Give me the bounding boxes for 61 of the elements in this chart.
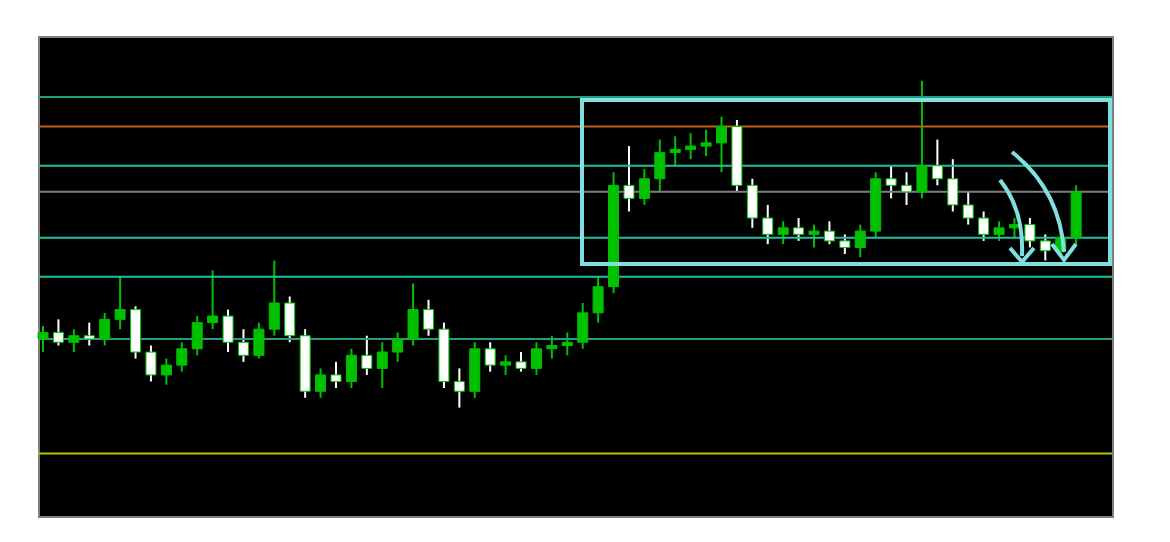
candlestick bbox=[931, 138, 943, 187]
candlestick bbox=[623, 145, 635, 213]
candlestick bbox=[392, 331, 404, 363]
candlestick bbox=[52, 318, 64, 347]
candlestick bbox=[654, 138, 666, 193]
candlestick bbox=[160, 357, 172, 386]
candlestick bbox=[1024, 217, 1036, 249]
candlestick bbox=[1070, 184, 1082, 246]
candlestick bbox=[484, 341, 496, 373]
candlestick bbox=[715, 115, 727, 174]
candlestick bbox=[978, 210, 990, 242]
candlestick bbox=[469, 341, 481, 399]
candlestick bbox=[176, 341, 188, 373]
candlestick bbox=[145, 344, 157, 383]
candlestick bbox=[669, 135, 681, 167]
candlestick bbox=[407, 282, 419, 347]
candlestick bbox=[1039, 233, 1051, 262]
candlestick bbox=[423, 298, 435, 337]
candlestick bbox=[191, 315, 203, 357]
candlestick bbox=[916, 79, 928, 200]
candlestick bbox=[453, 367, 465, 409]
candlestick bbox=[361, 334, 373, 376]
candlestick bbox=[962, 190, 974, 226]
candlestick bbox=[530, 341, 542, 376]
candlestick bbox=[207, 269, 219, 331]
candlestick bbox=[546, 334, 558, 360]
candlestick bbox=[500, 354, 512, 376]
candlestick bbox=[268, 259, 280, 337]
candlestick bbox=[854, 223, 866, 259]
candlestick bbox=[68, 328, 80, 354]
candlestick bbox=[685, 132, 697, 161]
candlestick bbox=[577, 302, 589, 350]
candlestick bbox=[515, 351, 527, 373]
candlestick bbox=[83, 321, 95, 347]
candlestick bbox=[284, 295, 296, 344]
candlestick bbox=[793, 217, 805, 242]
candlestick bbox=[746, 177, 758, 229]
candlestick bbox=[901, 171, 913, 206]
candlestick bbox=[222, 308, 234, 354]
candlestick bbox=[993, 220, 1005, 242]
candlestick bbox=[885, 164, 897, 200]
candlestick bbox=[823, 220, 835, 246]
candlestick bbox=[130, 305, 142, 360]
candlestick bbox=[114, 275, 126, 331]
candlestick bbox=[99, 311, 111, 347]
candlestick bbox=[330, 360, 342, 390]
candlestick bbox=[315, 367, 327, 399]
candlestick bbox=[762, 203, 774, 246]
candlestick bbox=[345, 347, 357, 390]
candlestick bbox=[561, 331, 573, 357]
candlestick bbox=[253, 321, 265, 360]
candlestick bbox=[947, 158, 959, 213]
candlestick bbox=[777, 220, 789, 246]
candlestick bbox=[700, 128, 712, 157]
candlestick bbox=[376, 341, 388, 390]
candlestick bbox=[237, 328, 249, 363]
candlestick bbox=[37, 324, 49, 354]
candlestick bbox=[808, 223, 820, 249]
candlestick bbox=[638, 167, 650, 206]
candlestick bbox=[592, 275, 604, 324]
candlestick bbox=[839, 233, 851, 255]
